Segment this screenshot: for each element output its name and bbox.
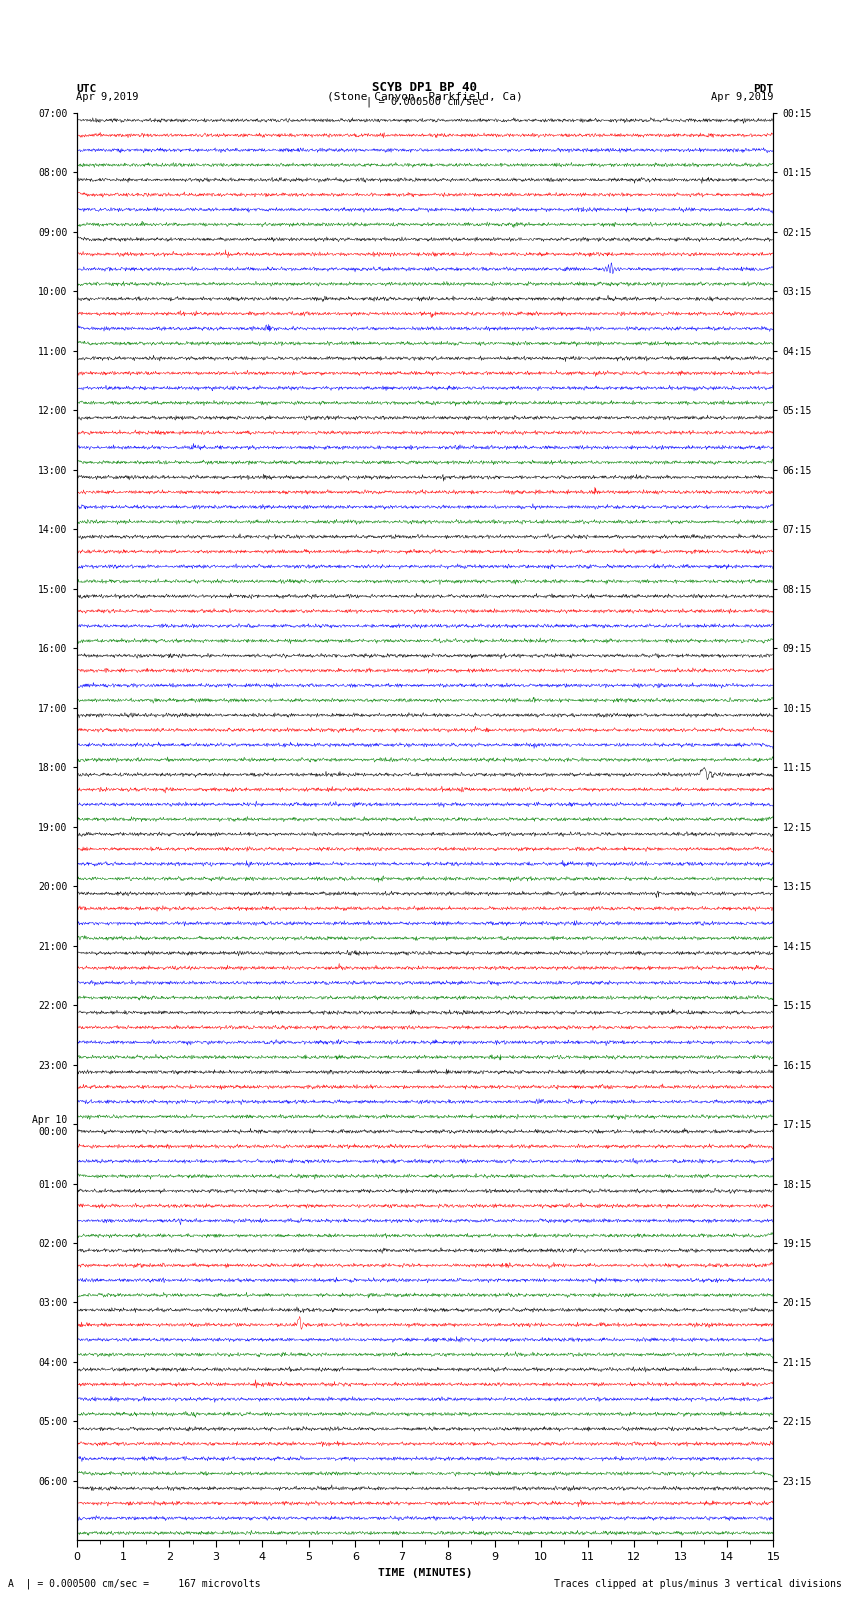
Text: Apr 9,2019: Apr 9,2019 (76, 92, 139, 102)
X-axis label: TIME (MINUTES): TIME (MINUTES) (377, 1568, 473, 1578)
Text: SCYB DP1 BP 40: SCYB DP1 BP 40 (372, 81, 478, 94)
Text: (Stone Canyon, Parkfield, Ca): (Stone Canyon, Parkfield, Ca) (327, 92, 523, 102)
Text: UTC: UTC (76, 84, 97, 94)
Text: Traces clipped at plus/minus 3 vertical divisions: Traces clipped at plus/minus 3 vertical … (553, 1579, 842, 1589)
Text: A  | = 0.000500 cm/sec =     167 microvolts: A | = 0.000500 cm/sec = 167 microvolts (8, 1579, 261, 1589)
Text: Apr 9,2019: Apr 9,2019 (711, 92, 774, 102)
Text: PDT: PDT (753, 84, 774, 94)
Text: | = 0.000500 cm/sec: | = 0.000500 cm/sec (366, 97, 484, 106)
